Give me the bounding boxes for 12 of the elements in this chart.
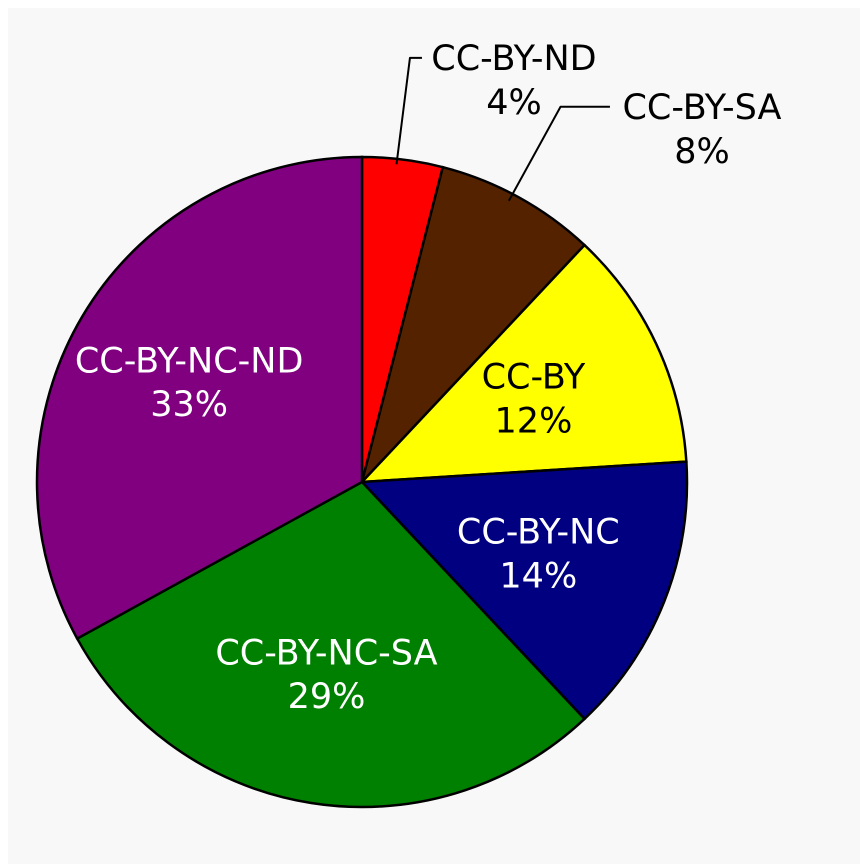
slice-label: CC-BY (482, 358, 586, 398)
slice-label: CC-BY-ND (431, 39, 597, 80)
slice-label: CC-BY-NC (456, 512, 620, 553)
data-label: 33% (150, 385, 228, 426)
slice-label: CC-BY-SA (622, 88, 782, 128)
data-label: 4% (486, 82, 542, 123)
data-label: 12% (494, 401, 572, 442)
data-label: 8% (674, 132, 730, 172)
slice-label: CC-BY-NC-ND (74, 341, 304, 382)
data-label: 29% (288, 677, 366, 718)
slice-label: CC-BY-NC-SA (215, 633, 438, 674)
data-label: 14% (499, 556, 578, 596)
